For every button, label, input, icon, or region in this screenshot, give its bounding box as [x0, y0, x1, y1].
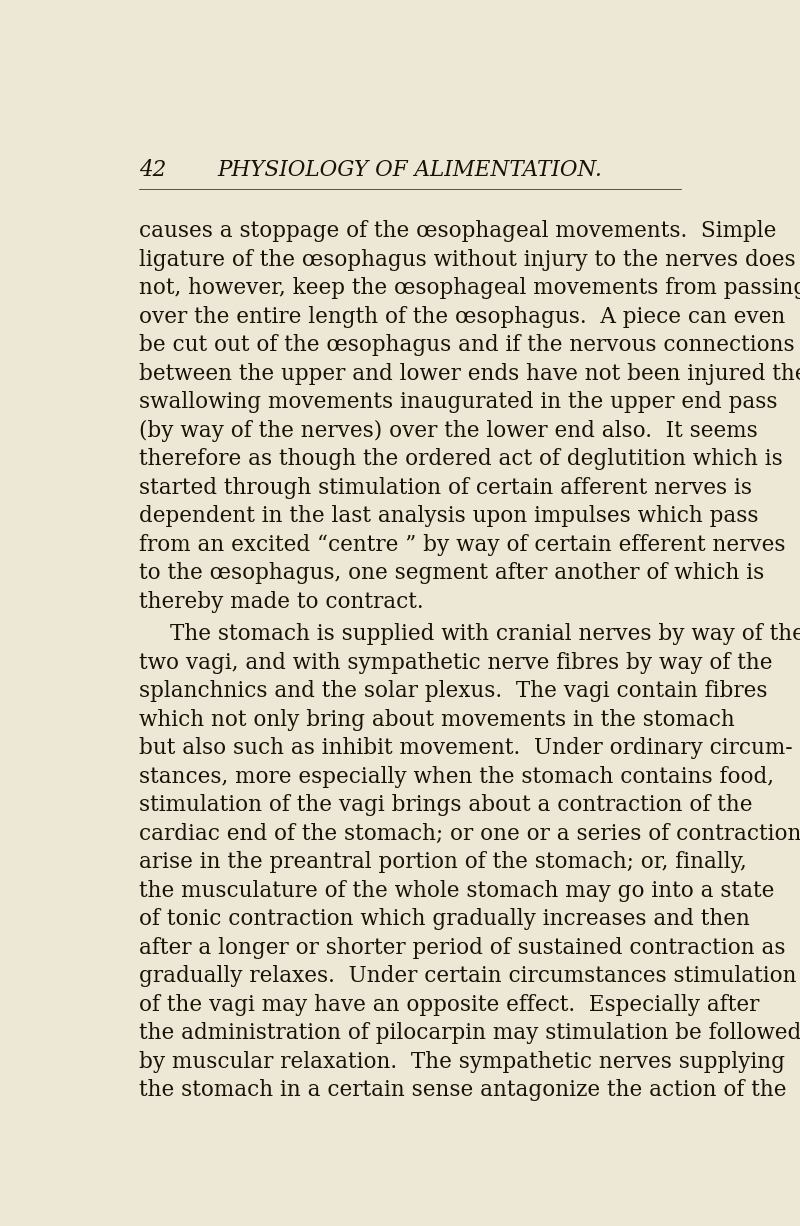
- Text: from an excited “centre ” by way of certain efferent nerves: from an excited “centre ” by way of cert…: [138, 533, 786, 555]
- Text: not, however, keep the œsophageal movements from passing: not, however, keep the œsophageal moveme…: [138, 277, 800, 299]
- Text: stimulation of the vagi brings about a contraction of the: stimulation of the vagi brings about a c…: [138, 794, 752, 817]
- Text: by muscular relaxation.  The sympathetic nerves supplying: by muscular relaxation. The sympathetic …: [138, 1051, 785, 1073]
- Text: ligature of the œsophagus without injury to the nerves does: ligature of the œsophagus without injury…: [138, 249, 795, 271]
- Text: over the entire length of the œsophagus.  A piece can even: over the entire length of the œsophagus.…: [138, 305, 785, 327]
- Text: PHYSIOLOGY OF ALIMENTATION.: PHYSIOLOGY OF ALIMENTATION.: [218, 159, 602, 181]
- Text: to the œsophagus, one segment after another of which is: to the œsophagus, one segment after anot…: [138, 563, 764, 584]
- Text: splanchnics and the solar plexus.  The vagi contain fibres: splanchnics and the solar plexus. The va…: [138, 680, 767, 702]
- Text: cardiac end of the stomach; or one or a series of contractions: cardiac end of the stomach; or one or a …: [138, 823, 800, 845]
- Text: therefore as though the ordered act of deglutition which is: therefore as though the ordered act of d…: [138, 449, 782, 471]
- Text: which not only bring about movements in the stomach: which not only bring about movements in …: [138, 709, 734, 731]
- Text: thereby made to contract.: thereby made to contract.: [138, 591, 423, 613]
- Text: The stomach is supplied with cranial nerves by way of the: The stomach is supplied with cranial ner…: [170, 623, 800, 645]
- Text: the stomach in a certain sense antagonize the action of the: the stomach in a certain sense antagoniz…: [138, 1079, 786, 1101]
- Text: (by way of the nerves) over the lower end also.  It seems: (by way of the nerves) over the lower en…: [138, 419, 758, 441]
- Text: but also such as inhibit movement.  Under ordinary circum-: but also such as inhibit movement. Under…: [138, 737, 792, 759]
- Text: swallowing movements inaugurated in the upper end pass: swallowing movements inaugurated in the …: [138, 391, 778, 413]
- Text: between the upper and lower ends have not been injured the: between the upper and lower ends have no…: [138, 363, 800, 385]
- Text: two vagi, and with sympathetic nerve fibres by way of the: two vagi, and with sympathetic nerve fib…: [138, 652, 772, 674]
- Text: the musculature of the whole stomach may go into a state: the musculature of the whole stomach may…: [138, 880, 774, 902]
- Text: gradually relaxes.  Under certain circumstances stimulation: gradually relaxes. Under certain circums…: [138, 965, 796, 987]
- Text: 42: 42: [138, 159, 166, 181]
- Text: after a longer or shorter period of sustained contraction as: after a longer or shorter period of sust…: [138, 937, 786, 959]
- Text: stances, more especially when the stomach contains food,: stances, more especially when the stomac…: [138, 766, 774, 788]
- Text: arise in the preantral portion of the stomach; or, finally,: arise in the preantral portion of the st…: [138, 851, 746, 873]
- Text: the administration of pilocarpin may stimulation be followed: the administration of pilocarpin may sti…: [138, 1022, 800, 1045]
- Text: of the vagi may have an opposite effect.  Especially after: of the vagi may have an opposite effect.…: [138, 994, 759, 1016]
- Text: started through stimulation of certain afferent nerves is: started through stimulation of certain a…: [138, 477, 752, 499]
- Text: dependent in the last analysis upon impulses which pass: dependent in the last analysis upon impu…: [138, 505, 758, 527]
- Text: be cut out of the œsophagus and if the nervous connections: be cut out of the œsophagus and if the n…: [138, 335, 794, 357]
- Text: causes a stoppage of the œsophageal movements.  Simple: causes a stoppage of the œsophageal move…: [138, 221, 776, 243]
- Text: of tonic contraction which gradually increases and then: of tonic contraction which gradually inc…: [138, 908, 750, 931]
